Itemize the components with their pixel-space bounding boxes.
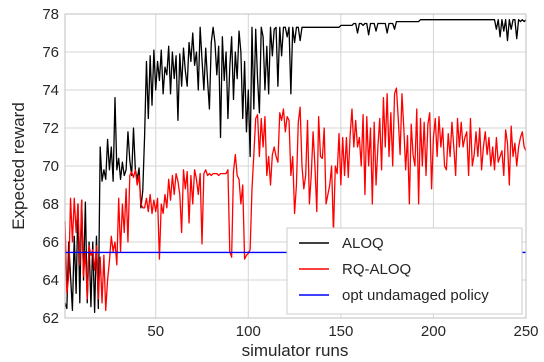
y-tick-label: 72 [42,120,59,137]
series-line-aloq [64,19,527,313]
x-tick-label: 150 [328,323,353,340]
x-axis-label: simulator runs [242,341,349,360]
y-tick-label: 66 [42,234,59,251]
x-tick-label: 50 [147,323,164,340]
x-tick-label: 200 [421,323,446,340]
x-tick-label: 250 [513,323,538,340]
series-line-rq-aloq [64,87,527,312]
legend: ALOQ RQ-ALOQ opt undamaged policy [286,227,523,315]
y-tick-label: 70 [42,158,59,175]
x-tick-label: 100 [236,323,261,340]
y-tick-label: 64 [42,272,59,289]
plot-frame [64,13,527,319]
legend-label-aloq: ALOQ [342,235,384,252]
y-tick-label: 62 [42,310,59,327]
legend-label-opt-undamaged-policy: opt undamaged policy [342,287,489,304]
y-tick-labels: 62 64 66 68 70 72 74 76 78 [42,6,59,327]
y-tick-label: 74 [42,82,59,99]
legend-label-rq-aloq: RQ-ALOQ [342,261,411,278]
x-tick-labels: 50 100 150 200 250 [147,323,538,340]
y-tick-label: 78 [42,6,59,23]
y-tick-label: 76 [42,44,59,61]
y-tick-label: 68 [42,196,59,213]
y-axis-label: Expected reward [9,102,28,230]
